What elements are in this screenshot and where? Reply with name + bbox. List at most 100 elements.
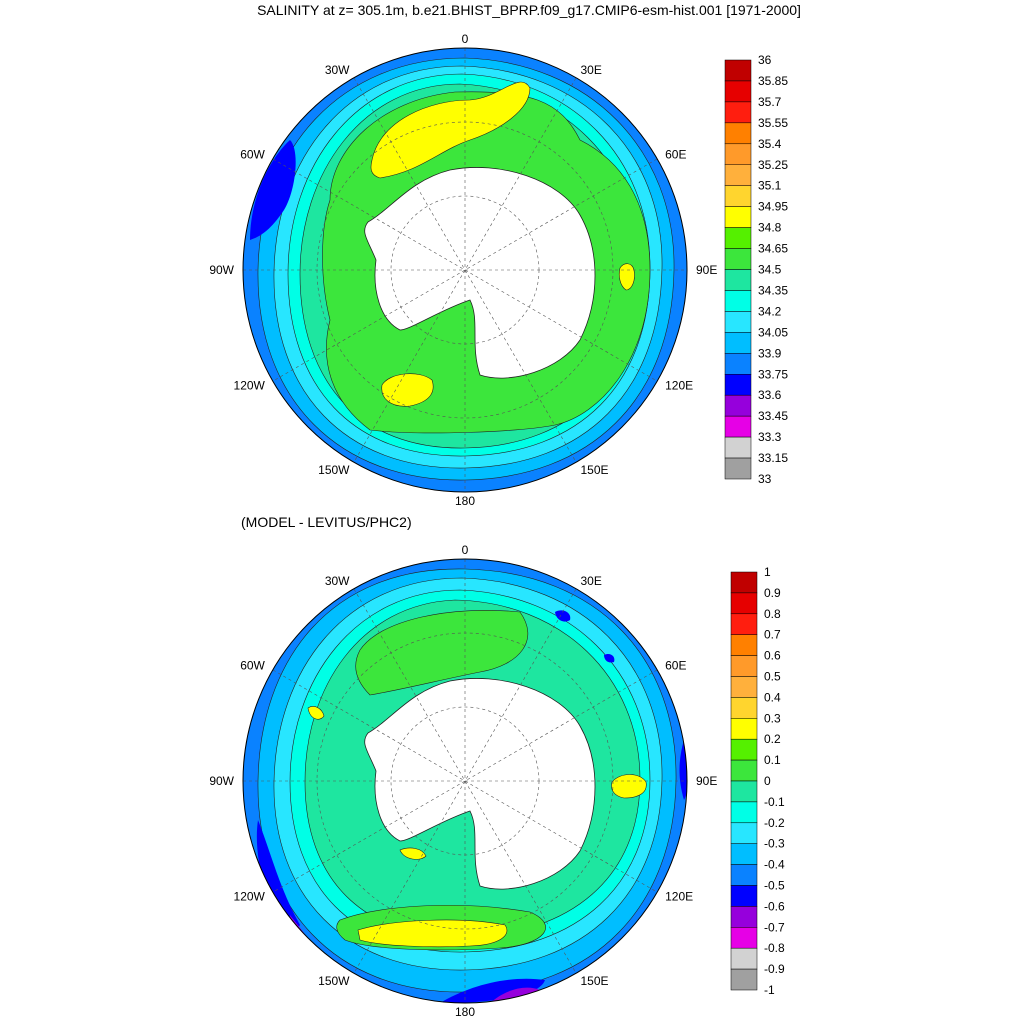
map-panel-difference: 0 30E 60E 90E 120E 150E 180 150W 120W 90W 60W 30W 1… [209, 543, 785, 1019]
colorbar-label: 35.1 [758, 179, 782, 193]
colorbar-swatch [724, 185, 752, 207]
colorbar-label: 0.7 [764, 628, 781, 642]
colorbar-swatch [730, 885, 758, 907]
colorbar-swatch [730, 822, 758, 844]
colorbar-label: 34.35 [758, 283, 788, 297]
colorbar-swatch [730, 906, 758, 928]
colorbar-label: -0.2 [764, 816, 785, 830]
colorbar: 36 35.85 35.7 35.55 35.4 35.25 35.1 34.95 34.8 34… [724, 53, 788, 486]
colorbar-label: -0.7 [764, 920, 785, 934]
colorbar-label: 0.9 [764, 586, 781, 600]
longitude-label: 90E [696, 774, 717, 788]
colorbar-swatch [724, 457, 752, 480]
colorbar-swatch [730, 968, 758, 991]
colorbar-label: 35.25 [758, 158, 788, 172]
colorbar-swatch [730, 927, 758, 949]
colorbar-swatch [730, 718, 758, 740]
colorbar-label: 33.6 [758, 388, 782, 402]
colorbar-label: 35.55 [758, 116, 788, 130]
colorbar-label: 35.4 [758, 137, 782, 151]
colorbar-swatch [730, 613, 758, 635]
map-title: (MODEL - LEVITUS/PHC2) [241, 514, 412, 530]
colorbar-label: 34.05 [758, 325, 788, 339]
colorbar-label: 33.45 [758, 409, 788, 423]
colorbar-label: 33.9 [758, 346, 782, 360]
colorbar-swatch [724, 206, 752, 228]
colorbar-label: 0.2 [764, 732, 781, 746]
colorbar-swatch [724, 164, 752, 186]
colorbar-label: 34.5 [758, 263, 782, 277]
colorbar-swatch [724, 332, 752, 354]
colorbar-swatch [724, 101, 752, 124]
longitude-label: 180 [455, 1005, 475, 1019]
longitude-label: 30E [581, 63, 602, 77]
colorbar-swatch [730, 676, 758, 698]
colorbar: 1 0.9 0.8 0.7 0.6 0.5 0.4 0.3 0.2 0.1 0 -0.1 -0.2 -0.… [730, 565, 785, 997]
colorbar-swatch [730, 592, 758, 615]
colorbar-swatch [724, 122, 752, 145]
colorbar-label: -0.1 [764, 795, 785, 809]
colorbar-label: 33.15 [758, 451, 788, 465]
longitude-label: 180 [455, 494, 475, 508]
colorbar-label: -1 [764, 983, 775, 997]
colorbar-swatch [724, 415, 752, 438]
longitude-label: 120E [665, 379, 693, 393]
colorbar-label: 0.5 [764, 670, 781, 684]
colorbar-label: 34.65 [758, 242, 788, 256]
longitude-labels: 0 30E 60E 90E 120E 150E 180 150W 120W 90W 60W 30W [209, 32, 717, 508]
colorbar-swatch [724, 436, 752, 459]
colorbar-swatch [730, 759, 758, 782]
longitude-label: 120W [234, 379, 266, 393]
colorbar-label: 33 [758, 472, 772, 486]
colorbar-swatch [724, 394, 752, 417]
colorbar-label: 36 [758, 53, 772, 67]
colorbar-label: 1 [764, 565, 771, 579]
colorbar-label: 33.3 [758, 430, 782, 444]
longitude-label: 150E [581, 463, 609, 477]
longitude-label: 0 [462, 543, 469, 557]
colorbar-label: 0.1 [764, 753, 781, 767]
longitude-label: 150W [318, 974, 350, 988]
longitude-label: 30E [581, 574, 602, 588]
longitude-label: 60W [240, 659, 265, 673]
colorbar-label: 35.7 [758, 95, 782, 109]
longitude-label: 60E [665, 148, 686, 162]
colorbar-swatch [724, 353, 752, 375]
longitude-label: 150E [581, 974, 609, 988]
colorbar-swatch [724, 143, 752, 166]
colorbar-label: -0.8 [764, 941, 785, 955]
colorbar-swatch [724, 59, 752, 82]
difference-field [243, 559, 687, 1003]
longitude-label: 90W [209, 774, 234, 788]
colorbar-swatch [730, 634, 758, 656]
longitude-label: 120W [234, 890, 266, 904]
colorbar-label: -0.6 [764, 899, 785, 913]
colorbar-label: 0.6 [764, 649, 781, 663]
colorbar-swatch [724, 374, 752, 396]
longitude-label: 0 [462, 32, 469, 46]
colorbar-swatch [724, 227, 752, 249]
colorbar-label: -0.3 [764, 837, 785, 851]
colorbar-label: 34.95 [758, 200, 788, 214]
colorbar-swatch [730, 864, 758, 886]
colorbar-swatch [724, 269, 752, 291]
longitude-labels: 0 30E 60E 90E 120E 150E 180 150W 120W 90W 60W 30W [209, 543, 717, 1019]
colorbar-label: 34.8 [758, 221, 782, 235]
colorbar-swatch [724, 290, 752, 312]
colorbar-label: 35.85 [758, 74, 788, 88]
colorbar-label: -0.5 [764, 879, 785, 893]
longitude-label: 30W [325, 63, 350, 77]
colorbar-swatch [730, 780, 758, 803]
colorbar-swatch [730, 738, 758, 761]
colorbar-label: 0.3 [764, 711, 781, 725]
colorbar-label: 33.75 [758, 367, 788, 381]
colorbar-swatch [730, 843, 758, 865]
colorbar-swatch [730, 801, 758, 824]
longitude-label: 60W [240, 148, 265, 162]
colorbar-swatch [724, 311, 752, 333]
colorbar-swatch [730, 947, 758, 970]
longitude-label: 90E [696, 263, 717, 277]
longitude-label: 30W [325, 574, 350, 588]
colorbar-swatch [724, 248, 752, 270]
